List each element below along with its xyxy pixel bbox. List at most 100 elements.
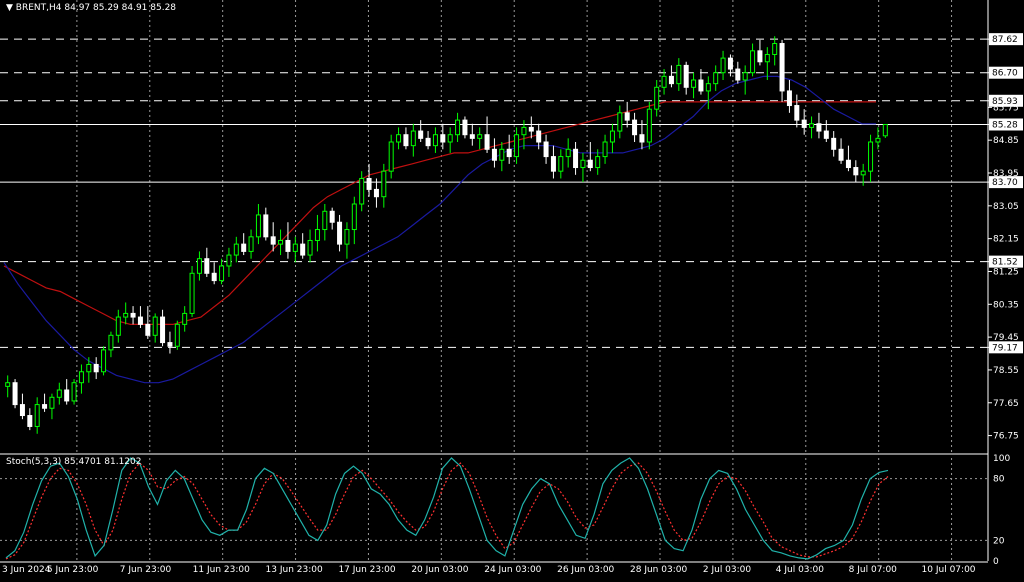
price-level-tag [989, 118, 1023, 131]
candle-body [668, 75, 674, 85]
candle-body [794, 105, 800, 121]
candle-body [624, 112, 630, 121]
candle-body [49, 396, 55, 409]
price-levels [0, 38, 988, 348]
candle-body [196, 258, 202, 274]
price-tick-label: 76.75 [993, 432, 1019, 442]
candle-body [617, 112, 623, 132]
candle-body [609, 130, 615, 143]
ma-fast-line [3, 75, 876, 384]
price-tick-label: 80.35 [993, 300, 1019, 310]
time-axis-label: 13 Jun 23:00 [266, 565, 323, 575]
candle-body [447, 134, 453, 143]
candle-body [300, 243, 306, 256]
candle-body [580, 159, 586, 169]
price-level-tag-label: 85.28 [992, 120, 1018, 130]
stochastic-label: Stoch(5,3,3) 85.4701 81.1202 [6, 457, 142, 467]
candle-body [882, 123, 888, 137]
candle-body [506, 148, 512, 158]
price-level-tag-label: 86.70 [992, 69, 1018, 79]
candle-body [388, 141, 394, 172]
candle-body [410, 130, 416, 147]
stoch-main-line [5, 457, 889, 560]
candle-body [432, 134, 438, 147]
candle-body [204, 258, 210, 274]
candle-body [263, 214, 269, 238]
symbol-label: BRENT,H4 [15, 3, 62, 13]
candle-body [101, 349, 107, 373]
candle-body [278, 239, 284, 245]
time-axis-label: 28 Jun 03:00 [630, 565, 687, 575]
candle-body [639, 134, 645, 143]
stochastic-panel: 100 80 20 0 [0, 454, 1010, 567]
candle-body [853, 167, 859, 176]
price-level-tag [989, 176, 1023, 189]
time-axis-label: 11 Jun 23:00 [193, 565, 250, 575]
time-axis-label: 17 Jun 23:00 [338, 565, 395, 575]
candle-body [418, 130, 424, 139]
price-tick-label: 85.75 [993, 103, 1019, 113]
time-axis-label: 5 Jun 23:00 [47, 565, 99, 575]
candle-body [462, 119, 468, 136]
candle-body [528, 126, 534, 132]
candle-body [123, 312, 129, 318]
symbol-header: ▼ BRENT,H4 84.97 85.29 84.91 85.28 [6, 3, 176, 13]
candle-body [779, 43, 785, 92]
time-axis-label: 10 Jul 07:00 [922, 565, 976, 575]
price-level-tag [989, 341, 1023, 354]
candle-body [241, 243, 247, 252]
candle-body [565, 148, 571, 158]
time-axis-label: 20 Jun 03:00 [411, 565, 468, 575]
candle-body [860, 170, 866, 176]
price-tick-label: 77.65 [993, 399, 1019, 409]
candle-body [226, 254, 232, 267]
candle-body [12, 382, 18, 406]
candle-body [145, 323, 151, 336]
candle-body [359, 177, 365, 205]
candle-body [270, 236, 276, 245]
price-level-tag [989, 94, 1023, 107]
stoch-axis-label: 100 [993, 454, 1010, 464]
candle-body [705, 83, 711, 92]
grid-layer [0, 0, 989, 563]
price-level-tag [989, 33, 1023, 46]
price-level-tag-label: 85.93 [992, 97, 1018, 107]
candle-body [469, 134, 475, 139]
candle-body [831, 137, 837, 150]
candlestick-series [5, 36, 888, 434]
candle-body [786, 90, 792, 107]
stoch-axis-label: 0 [993, 557, 999, 567]
candle-body [683, 64, 689, 88]
price-level-tag-label: 79.17 [992, 343, 1018, 353]
candle-body [285, 239, 291, 252]
price-tick-label: 81.25 [993, 267, 1019, 277]
candle-body [34, 404, 40, 427]
time-axis-label: 8 Jul 07:00 [849, 565, 898, 575]
candle-body [137, 316, 143, 325]
candle-body [211, 272, 217, 282]
candle-body [5, 382, 11, 387]
candle-body [248, 236, 254, 252]
candle-body [499, 148, 505, 161]
candle-body [868, 141, 874, 172]
candle-body [440, 134, 446, 143]
time-axis-label: 2 Jul 03:00 [703, 565, 752, 575]
candle-body [322, 210, 328, 231]
candle-body [720, 57, 726, 74]
ohlc-readout: 84.97 85.29 84.91 85.28 [64, 3, 177, 13]
candle-body [845, 159, 851, 169]
candle-body [381, 170, 387, 198]
candle-body [255, 214, 261, 238]
candle-body [42, 404, 48, 409]
candle-body [182, 312, 188, 325]
candle-body [838, 148, 844, 161]
dropdown-triangle-icon[interactable]: ▼ [6, 3, 13, 13]
candle-body [396, 134, 402, 143]
price-tick-label: 78.55 [993, 366, 1019, 376]
candle-body [809, 123, 815, 128]
candle-body [167, 342, 173, 347]
price-tick-label: 83.05 [993, 202, 1019, 212]
